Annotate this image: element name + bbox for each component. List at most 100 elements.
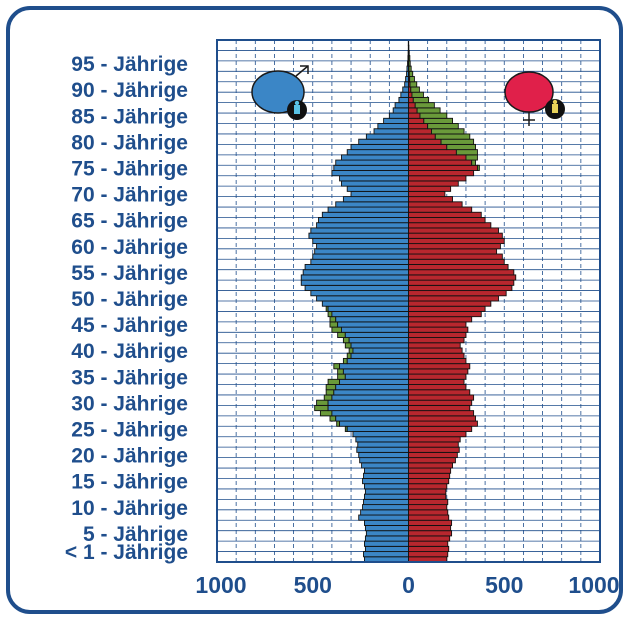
female-bar — [408, 310, 482, 318]
male-bar — [333, 389, 409, 396]
female-bar — [408, 483, 448, 490]
female-surplus-bar — [440, 138, 475, 145]
female-bar — [408, 159, 473, 166]
female-bar — [408, 504, 448, 511]
female-surplus-bar — [416, 107, 441, 114]
male-bar — [346, 149, 409, 156]
male-bar — [352, 431, 409, 438]
female-surplus-bar — [446, 143, 476, 151]
female-bar — [408, 211, 482, 218]
female-bar — [408, 384, 467, 391]
female-bar — [408, 253, 503, 260]
x-axis-labels: 1000 500 0 500 1000 — [195, 572, 619, 598]
female-bar — [408, 425, 473, 432]
female-surplus-bar — [408, 55, 411, 62]
male-bar — [364, 540, 409, 547]
female-surplus-bar — [408, 49, 410, 57]
male-bar — [350, 143, 409, 151]
male-bar — [335, 201, 409, 208]
female-bar — [408, 368, 469, 375]
y-tick-label: 50 - Jährige — [71, 288, 188, 311]
female-bar — [408, 410, 475, 417]
female-bar — [408, 149, 457, 156]
male-bar — [310, 290, 409, 297]
male-bar — [316, 222, 409, 229]
y-tick-label: 75 - Jährige — [71, 158, 188, 181]
female-surplus-bar — [409, 81, 418, 88]
x-tick-label: 1000 — [568, 572, 619, 598]
y-tick-label: 35 - Jährige — [71, 366, 188, 389]
female-bar — [408, 342, 461, 349]
male-bar — [335, 316, 409, 323]
female-bar — [408, 431, 467, 438]
male-bar — [314, 248, 409, 255]
female-bar — [408, 363, 471, 370]
male-bar — [346, 185, 409, 192]
male-bar — [339, 420, 409, 427]
male-bar — [394, 102, 409, 109]
female-surplus-bar — [431, 128, 465, 135]
female-surplus-bar — [476, 164, 480, 171]
female-bar — [408, 123, 429, 130]
y-tick-label: 40 - Jährige — [71, 340, 188, 363]
chart-frame — [6, 6, 623, 614]
female-bar — [408, 352, 465, 359]
female-bar — [408, 117, 425, 124]
y-tick-label: 80 - Jährige — [71, 131, 188, 154]
male-bar — [388, 112, 409, 119]
male-bar — [358, 138, 409, 145]
x-tick-label: 500 — [485, 572, 523, 598]
male-bar — [364, 545, 409, 553]
female-bar — [408, 498, 449, 506]
male-bar — [358, 451, 409, 459]
male-surplus-bar — [329, 321, 339, 328]
female-bar — [408, 107, 418, 114]
male-bar — [363, 472, 409, 479]
male-surplus-bar — [348, 347, 354, 354]
male-bar — [300, 274, 409, 281]
female-bar — [408, 451, 458, 459]
male-bar — [377, 123, 409, 130]
female-bar — [408, 357, 467, 365]
y-tick-label: 60 - Jährige — [71, 236, 188, 259]
female-bar — [408, 112, 421, 119]
male-surplus-bar — [337, 331, 346, 338]
male-bar — [358, 514, 409, 521]
female-surplus-bar — [427, 123, 459, 130]
male-bar — [318, 217, 409, 224]
female-surplus-bar — [412, 96, 430, 104]
female-bar — [408, 545, 450, 553]
male-bar — [356, 446, 409, 453]
female-bar — [408, 509, 449, 516]
female-bar — [408, 206, 473, 213]
female-bar — [408, 420, 478, 427]
female-surplus-bar — [455, 149, 478, 156]
male-bar — [383, 117, 409, 124]
female-bar — [408, 535, 451, 542]
male-bar — [342, 196, 409, 203]
female-bar — [408, 305, 486, 312]
male-bar — [350, 352, 409, 359]
female-bar — [408, 337, 465, 344]
male-surplus-bar — [325, 384, 337, 391]
female-bar — [408, 472, 451, 479]
female-bar — [408, 493, 447, 500]
male-bar — [346, 357, 409, 365]
female-bar — [408, 378, 465, 385]
female-bar — [408, 373, 467, 380]
female-bar — [408, 133, 436, 140]
male-bar — [339, 363, 409, 370]
y-tick-label: 85 - Jährige — [71, 105, 188, 128]
female-bar — [408, 478, 450, 485]
male-bar — [350, 342, 409, 349]
female-bar — [408, 321, 467, 328]
female-bar — [408, 467, 452, 474]
male-bar — [355, 436, 409, 443]
female-bar — [408, 316, 473, 323]
y-tick-label: 20 - Jährige — [71, 445, 188, 468]
female-surplus-bar — [410, 86, 420, 93]
female-bar — [408, 514, 450, 521]
y-tick-label: 90 - Jährige — [71, 79, 188, 102]
male-bar — [362, 478, 409, 485]
male-bar — [392, 107, 409, 114]
